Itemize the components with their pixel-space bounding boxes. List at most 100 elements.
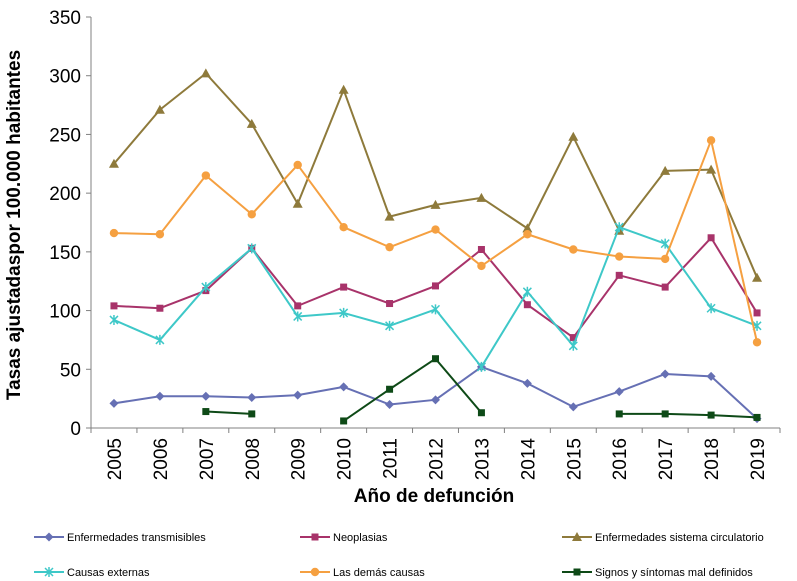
x-tick-label: 2016 xyxy=(610,438,631,480)
y-tick-label: 350 xyxy=(49,8,81,29)
data-point xyxy=(201,171,211,180)
y-tick-label: 200 xyxy=(49,184,81,205)
x-tick-label: 2019 xyxy=(748,438,769,480)
data-point xyxy=(200,68,211,78)
data-point xyxy=(339,307,349,318)
data-point xyxy=(201,391,211,401)
x-tick-label: 2009 xyxy=(289,438,310,480)
data-point xyxy=(339,382,349,392)
data-point xyxy=(338,84,349,94)
legend-label: Signos y síntomas mal definidos xyxy=(595,567,753,579)
data-point xyxy=(660,165,671,175)
data-point xyxy=(615,271,623,279)
data-point xyxy=(477,246,485,254)
data-point xyxy=(108,158,119,168)
data-point xyxy=(201,282,211,293)
legend-item: Causas externas xyxy=(34,567,150,579)
y-axis-title: Tasas ajustadaspor 100.000 habitantes xyxy=(4,50,25,400)
x-tick-label: 2010 xyxy=(335,438,356,480)
x-axis-ticks: 2005 2006 2007 2008 2009 2010 2011 2012 2013 2014… xyxy=(90,428,781,480)
data-point xyxy=(293,160,302,170)
data-point xyxy=(430,304,441,315)
data-point xyxy=(707,411,715,419)
x-tick-label: 2017 xyxy=(656,438,677,480)
y-tick-label: 250 xyxy=(49,125,81,146)
data-point xyxy=(615,252,624,261)
data-point xyxy=(476,361,486,372)
series-1 xyxy=(110,234,761,342)
data-point xyxy=(660,238,670,249)
legend-item: Enfermedades sistema circulatorio xyxy=(562,532,764,544)
legend-label: Las demás causas xyxy=(333,567,425,579)
legend-item: Signos y síntomas mal definidos xyxy=(562,567,753,579)
data-point xyxy=(431,395,440,405)
data-point xyxy=(568,402,578,412)
x-tick-label: 2005 xyxy=(105,438,126,480)
data-point xyxy=(660,369,670,379)
data-point xyxy=(523,301,531,309)
data-point xyxy=(294,302,302,310)
series-2 xyxy=(108,68,763,282)
data-point xyxy=(661,410,669,418)
data-point xyxy=(752,272,763,282)
y-tick-label: 150 xyxy=(49,243,81,264)
data-point xyxy=(661,283,669,291)
series-5 xyxy=(202,355,761,425)
series-line xyxy=(619,412,758,419)
data-point xyxy=(154,104,165,114)
data-point xyxy=(752,338,762,347)
legend: Enfermedades transmisibles Neoplasias Enfe… xyxy=(34,532,764,579)
legend-marker xyxy=(44,567,54,577)
x-tick-label: 2006 xyxy=(151,438,172,480)
data-point xyxy=(477,261,486,271)
y-tick-label: 50 xyxy=(60,360,81,381)
legend-label: Enfermedades transmisibles xyxy=(67,532,206,544)
data-point xyxy=(432,355,439,363)
data-point xyxy=(706,164,717,174)
data-point xyxy=(292,198,303,208)
series-4 xyxy=(109,136,762,347)
x-tick-label: 2007 xyxy=(197,438,218,480)
legend-item: Las demás causas xyxy=(300,567,425,579)
series-line xyxy=(205,410,252,415)
data-point xyxy=(248,410,256,418)
data-point xyxy=(247,210,256,219)
data-point xyxy=(568,340,578,351)
series-line xyxy=(113,226,758,368)
data-point xyxy=(431,225,440,234)
data-point xyxy=(660,254,670,264)
data-point xyxy=(246,118,257,128)
data-point xyxy=(293,390,303,400)
data-point xyxy=(615,410,623,418)
legend-marker xyxy=(310,567,320,577)
data-point xyxy=(386,300,394,308)
data-point xyxy=(385,320,395,331)
data-point xyxy=(202,408,210,416)
data-point xyxy=(569,334,577,342)
data-point xyxy=(155,391,165,401)
data-point xyxy=(385,400,395,410)
x-tick-label: 2008 xyxy=(243,438,264,480)
data-point xyxy=(156,304,164,312)
data-point xyxy=(568,131,579,141)
series-layer xyxy=(108,68,763,425)
series-line xyxy=(343,357,483,422)
legend-label: Enfermedades sistema circulatorio xyxy=(595,532,764,544)
data-point xyxy=(522,286,532,297)
legend-marker xyxy=(573,568,581,576)
data-point xyxy=(109,314,119,325)
data-point xyxy=(385,242,394,252)
series-line xyxy=(113,72,758,279)
x-tick-label: 2015 xyxy=(564,438,585,480)
data-point xyxy=(109,398,119,408)
data-point xyxy=(477,409,485,417)
data-point xyxy=(339,222,348,232)
data-point xyxy=(432,282,439,290)
legend-label: Causas externas xyxy=(67,567,150,579)
data-point xyxy=(753,413,761,421)
data-point xyxy=(706,303,716,314)
y-tick-label: 0 xyxy=(70,419,81,440)
legend-item: Neoplasias xyxy=(300,532,388,544)
data-point xyxy=(706,136,716,145)
y-axis-ticks: 0 50 100 150 200 250 300 350 xyxy=(49,8,91,440)
